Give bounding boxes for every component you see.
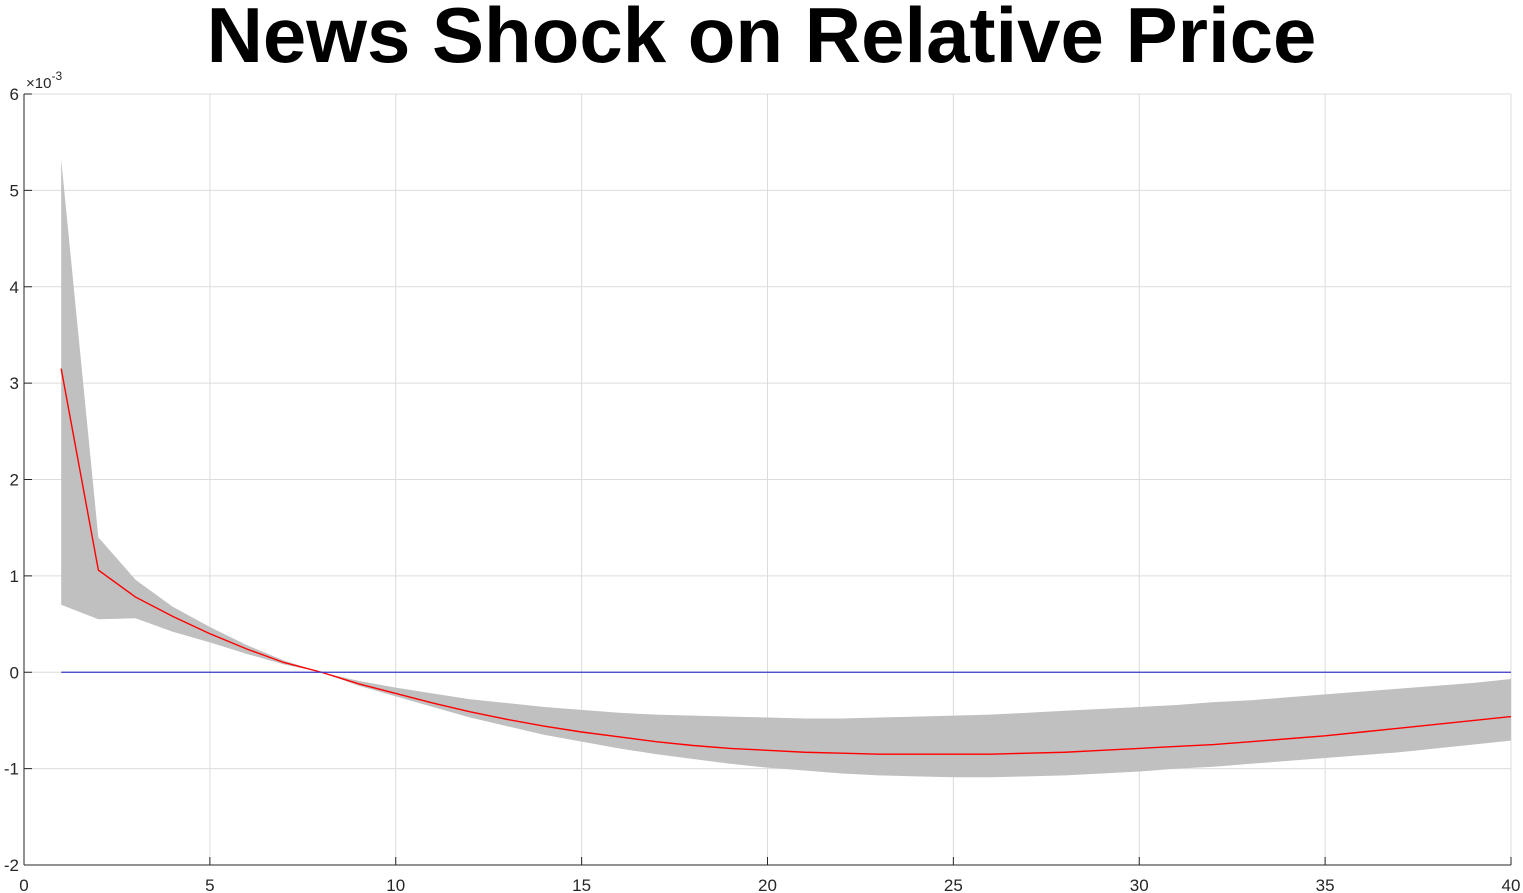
y-axis-exponent: ×10-3 xyxy=(26,69,62,92)
confidence-band-layer xyxy=(61,159,1511,778)
x-tick-label: 40 xyxy=(1502,876,1521,893)
y-tick-label: -1 xyxy=(4,760,19,779)
response-line xyxy=(60,368,1512,755)
x-tick-label: 35 xyxy=(1316,876,1335,893)
y-tick-label: 2 xyxy=(10,471,19,490)
y-tick-label: 3 xyxy=(10,374,19,393)
x-tick-label: 10 xyxy=(386,876,405,893)
y-axis-exponent-base: ×10 xyxy=(26,75,51,92)
x-tick-label: 25 xyxy=(944,876,963,893)
series-layer xyxy=(60,368,1512,755)
y-tick-label: -2 xyxy=(4,856,19,875)
y-tick-label: 6 xyxy=(10,85,19,104)
y-tick-label: 4 xyxy=(10,278,19,297)
y-tick-label: 5 xyxy=(10,181,19,200)
y-tick-label: 1 xyxy=(10,567,19,586)
tick-labels: 0 5 10 15 20 25 30 35 40 -2 -1 0 1 2 3 4 5 6 xyxy=(4,85,1521,893)
x-tick-label: 30 xyxy=(1130,876,1149,893)
x-tick-label: 5 xyxy=(205,876,214,893)
confidence-band xyxy=(61,159,1511,778)
y-tick-label: 0 xyxy=(10,663,19,682)
axes xyxy=(23,93,1512,866)
y-axis-exponent-power: -3 xyxy=(51,69,62,83)
x-tick-label: 20 xyxy=(758,876,777,893)
x-tick-label: 0 xyxy=(19,876,28,893)
chart-title: News Shock on Relative Price xyxy=(206,0,1317,79)
x-tick-label: 15 xyxy=(572,876,591,893)
